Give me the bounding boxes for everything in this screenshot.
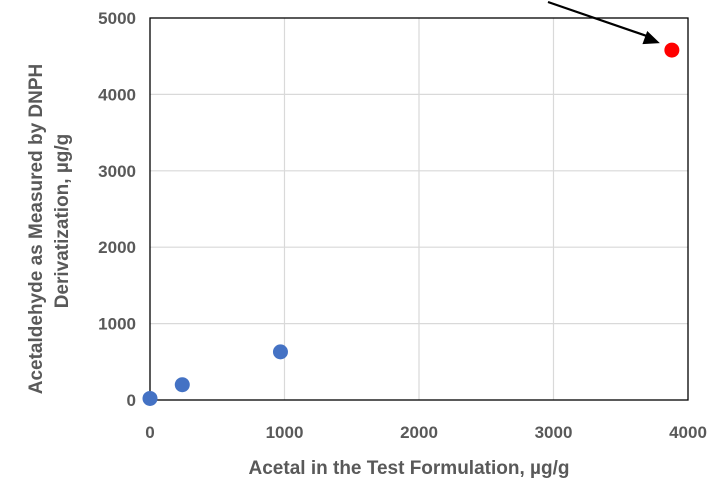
x-tick-label: 4000	[669, 423, 707, 442]
x-tick-labels: 0 1000 2000 3000 4000	[145, 423, 707, 442]
x-tick-label: 1000	[266, 423, 304, 442]
data-point	[272, 344, 288, 360]
y-tick-label: 4000	[98, 85, 136, 104]
data-point	[664, 42, 680, 58]
y-tick-label: 2000	[98, 238, 136, 257]
annotation-arrow-line	[547, 0, 651, 39]
y-axis-title-line-2: Derivatization, µg/g	[52, 134, 73, 309]
y-tick-label: 0	[127, 391, 136, 410]
gridlines	[150, 18, 688, 400]
data-points	[142, 42, 680, 406]
y-tick-label: 3000	[98, 162, 136, 181]
annotation-arrow-head	[642, 31, 660, 45]
y-axis-title-line-1: Acetaldehyde as Measured by DNPH	[26, 64, 47, 395]
annotations	[547, 0, 660, 45]
plot-area-border	[149, 17, 689, 401]
y-tick-label: 1000	[98, 315, 136, 334]
x-tick-label: 3000	[535, 423, 573, 442]
y-tick-labels: 0 1000 2000 3000 4000 5000	[98, 9, 136, 410]
data-point	[174, 377, 190, 393]
y-axis-title: Acetaldehyde as Measured by DNPH Derivat…	[26, 64, 73, 395]
x-axis-title: Acetal in the Test Formulation, µg/g	[249, 458, 570, 479]
x-tick-label: 2000	[400, 423, 438, 442]
data-point	[142, 390, 158, 406]
y-tick-label: 5000	[98, 9, 136, 28]
x-tick-label: 0	[145, 423, 154, 442]
